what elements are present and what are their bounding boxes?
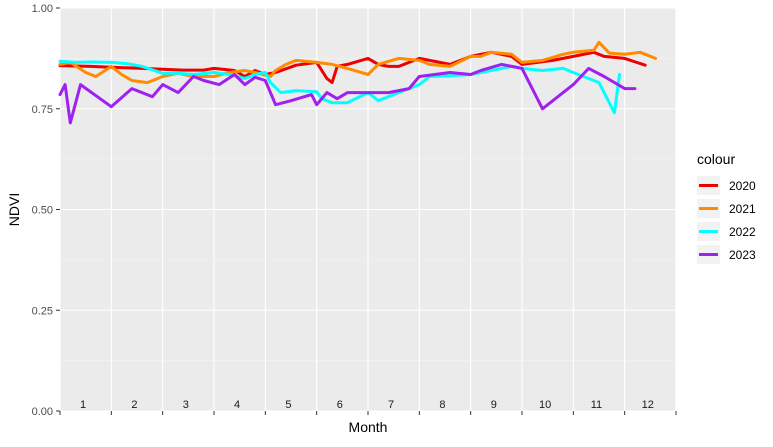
legend-label: 2021 (729, 202, 756, 216)
x-tick-label: 12 (642, 399, 654, 411)
x-tick-label: 7 (388, 399, 394, 411)
x-tick-label: 1 (80, 399, 86, 411)
legend-label: 2023 (729, 248, 756, 262)
series-line-2023 (58, 62, 637, 125)
y-axis-title: NDVI (6, 193, 22, 226)
x-tick-label: 11 (591, 399, 602, 411)
y-tick-label: 0.25 (32, 305, 53, 317)
y-tick-label: 1.00 (32, 3, 53, 15)
y-tick-label: 0.75 (32, 104, 53, 116)
series-line-2021 (58, 40, 657, 85)
x-tick-label: 2 (131, 399, 137, 411)
x-tick-label: 3 (183, 399, 189, 411)
legend: colour 2020 2021 2022 2023 (697, 151, 756, 264)
x-tick-label: 10 (539, 399, 551, 411)
legend-items: 2020 2021 2022 2023 (697, 176, 756, 264)
legend-title: colour (697, 151, 735, 167)
y-tick-label: 0.00 (32, 406, 53, 418)
y-axis: 0.00 0.25 0.50 0.75 1.00 (32, 3, 60, 418)
x-tick-label: 6 (337, 399, 343, 411)
y-tick-label: 0.50 (32, 205, 53, 217)
series-line-2020 (58, 50, 647, 85)
series-line-2022 (58, 59, 621, 115)
x-tick-labels: 1 2 3 4 5 6 7 8 9 10 11 12 (59, 399, 677, 415)
x-tick-label: 8 (439, 399, 445, 411)
x-axis-title: Month (349, 419, 388, 435)
legend-label: 2022 (729, 225, 756, 239)
legend-label: 2020 (729, 179, 756, 193)
x-tick-label: 4 (234, 399, 240, 411)
x-tick-label: 9 (491, 399, 497, 411)
x-tick-label: 5 (285, 399, 291, 411)
series-lines (58, 40, 657, 125)
